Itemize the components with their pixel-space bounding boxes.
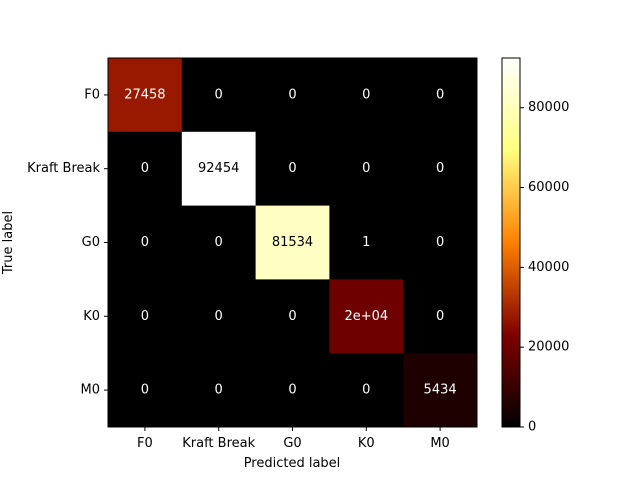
cell-value-label: 0 bbox=[215, 383, 223, 398]
heatmap-cell bbox=[329, 279, 404, 354]
cell-value-label: 2e+04 bbox=[344, 309, 388, 324]
heatmap-cell bbox=[181, 205, 257, 280]
cell-value-label: 0 bbox=[288, 383, 296, 398]
cell-value-label: 81534 bbox=[272, 235, 313, 250]
heatmap-cell bbox=[329, 205, 404, 280]
heatmap-cell bbox=[329, 353, 404, 428]
x-tick-label: M0 bbox=[430, 436, 450, 451]
colorbar: 0 20000 40000 60000 80000 bbox=[501, 57, 569, 435]
cell-value-label: 0 bbox=[288, 161, 296, 176]
heatmap-cell bbox=[255, 58, 330, 133]
cell-value-label: 0 bbox=[436, 309, 444, 324]
cell-value-label: 0 bbox=[141, 309, 149, 324]
x-axis: F0 Kraft Break G0 K0 M0 bbox=[137, 427, 450, 451]
cell-value-label: 0 bbox=[436, 161, 444, 176]
cell-value-label: 0 bbox=[362, 87, 370, 102]
cell-value-label: 0 bbox=[141, 161, 149, 176]
cell-value-label: 5434 bbox=[424, 383, 457, 398]
colorbar-tick-label: 60000 bbox=[528, 180, 569, 195]
cell-value-label: 0 bbox=[436, 87, 444, 102]
heatmap-cell bbox=[108, 58, 183, 133]
heatmap-cell bbox=[181, 58, 257, 133]
x-tick-label: F0 bbox=[137, 436, 153, 451]
heatmap-cell bbox=[329, 58, 404, 133]
heatmap-cell bbox=[181, 353, 257, 428]
cell-value-label: 0 bbox=[288, 309, 296, 324]
x-tick-label: K0 bbox=[358, 436, 375, 451]
heatmap-cell bbox=[403, 58, 478, 133]
cell-value-label: 0 bbox=[141, 235, 149, 250]
heatmap-cell bbox=[255, 353, 330, 428]
cell-value-label: 0 bbox=[362, 383, 370, 398]
y-tick-label: Kraft Break bbox=[27, 161, 100, 176]
y-tick-label: M0 bbox=[81, 383, 101, 398]
cell-value-label: 27458 bbox=[124, 87, 165, 102]
heatmap-cell bbox=[403, 353, 478, 428]
colorbar-tick-label: 80000 bbox=[528, 100, 569, 115]
y-tick-label: F0 bbox=[84, 87, 100, 102]
y-axis-label: True label bbox=[1, 211, 16, 275]
heatmap-cell bbox=[108, 353, 183, 428]
cell-value-label: 0 bbox=[141, 383, 149, 398]
heatmap-cell bbox=[403, 131, 478, 207]
cell-value-label: 0 bbox=[215, 309, 223, 324]
colorbar-ticks: 0 20000 40000 60000 80000 bbox=[520, 100, 569, 435]
heatmap-cell bbox=[108, 205, 183, 280]
heatmap-cell bbox=[403, 279, 478, 354]
heatmap-cell bbox=[108, 279, 183, 354]
colorbar-tick-label: 0 bbox=[528, 420, 536, 435]
y-tick-label: K0 bbox=[83, 309, 100, 324]
x-tick-label: Kraft Break bbox=[182, 436, 255, 451]
heatmap-cell bbox=[255, 279, 330, 354]
cell-value-label: 0 bbox=[362, 161, 370, 176]
x-axis-label: Predicted label bbox=[244, 456, 341, 471]
cell-value-label: 92454 bbox=[198, 161, 239, 176]
colorbar-tick-label: 20000 bbox=[528, 340, 569, 355]
heatmap-cells: 27458 0 0 0 0 0 92454 0 0 0 0 0 81534 1 0 0 0 0 2e+04 0 0 0 0 0… bbox=[108, 58, 478, 428]
heatmap-cell bbox=[108, 131, 183, 207]
colorbar-gradient bbox=[502, 58, 520, 427]
heatmap-cell bbox=[255, 131, 330, 207]
heatmap-cell bbox=[181, 131, 257, 207]
heatmap-cell bbox=[403, 205, 478, 280]
x-tick-label: G0 bbox=[283, 436, 301, 451]
cell-value-label: 1 bbox=[362, 235, 370, 250]
colorbar-frame bbox=[501, 57, 521, 428]
cell-value-label: 0 bbox=[215, 235, 223, 250]
cell-value-label: 0 bbox=[215, 87, 223, 102]
heatmap-cell bbox=[255, 205, 330, 280]
y-tick-label: G0 bbox=[82, 235, 100, 250]
cell-value-label: 0 bbox=[436, 235, 444, 250]
cell-value-label: 0 bbox=[288, 87, 296, 102]
colorbar-tick-label: 40000 bbox=[528, 260, 569, 275]
y-axis: F0 Kraft Break G0 K0 M0 bbox=[27, 87, 108, 398]
heatmap-cell bbox=[181, 279, 257, 354]
heatmap-cell bbox=[329, 131, 404, 207]
